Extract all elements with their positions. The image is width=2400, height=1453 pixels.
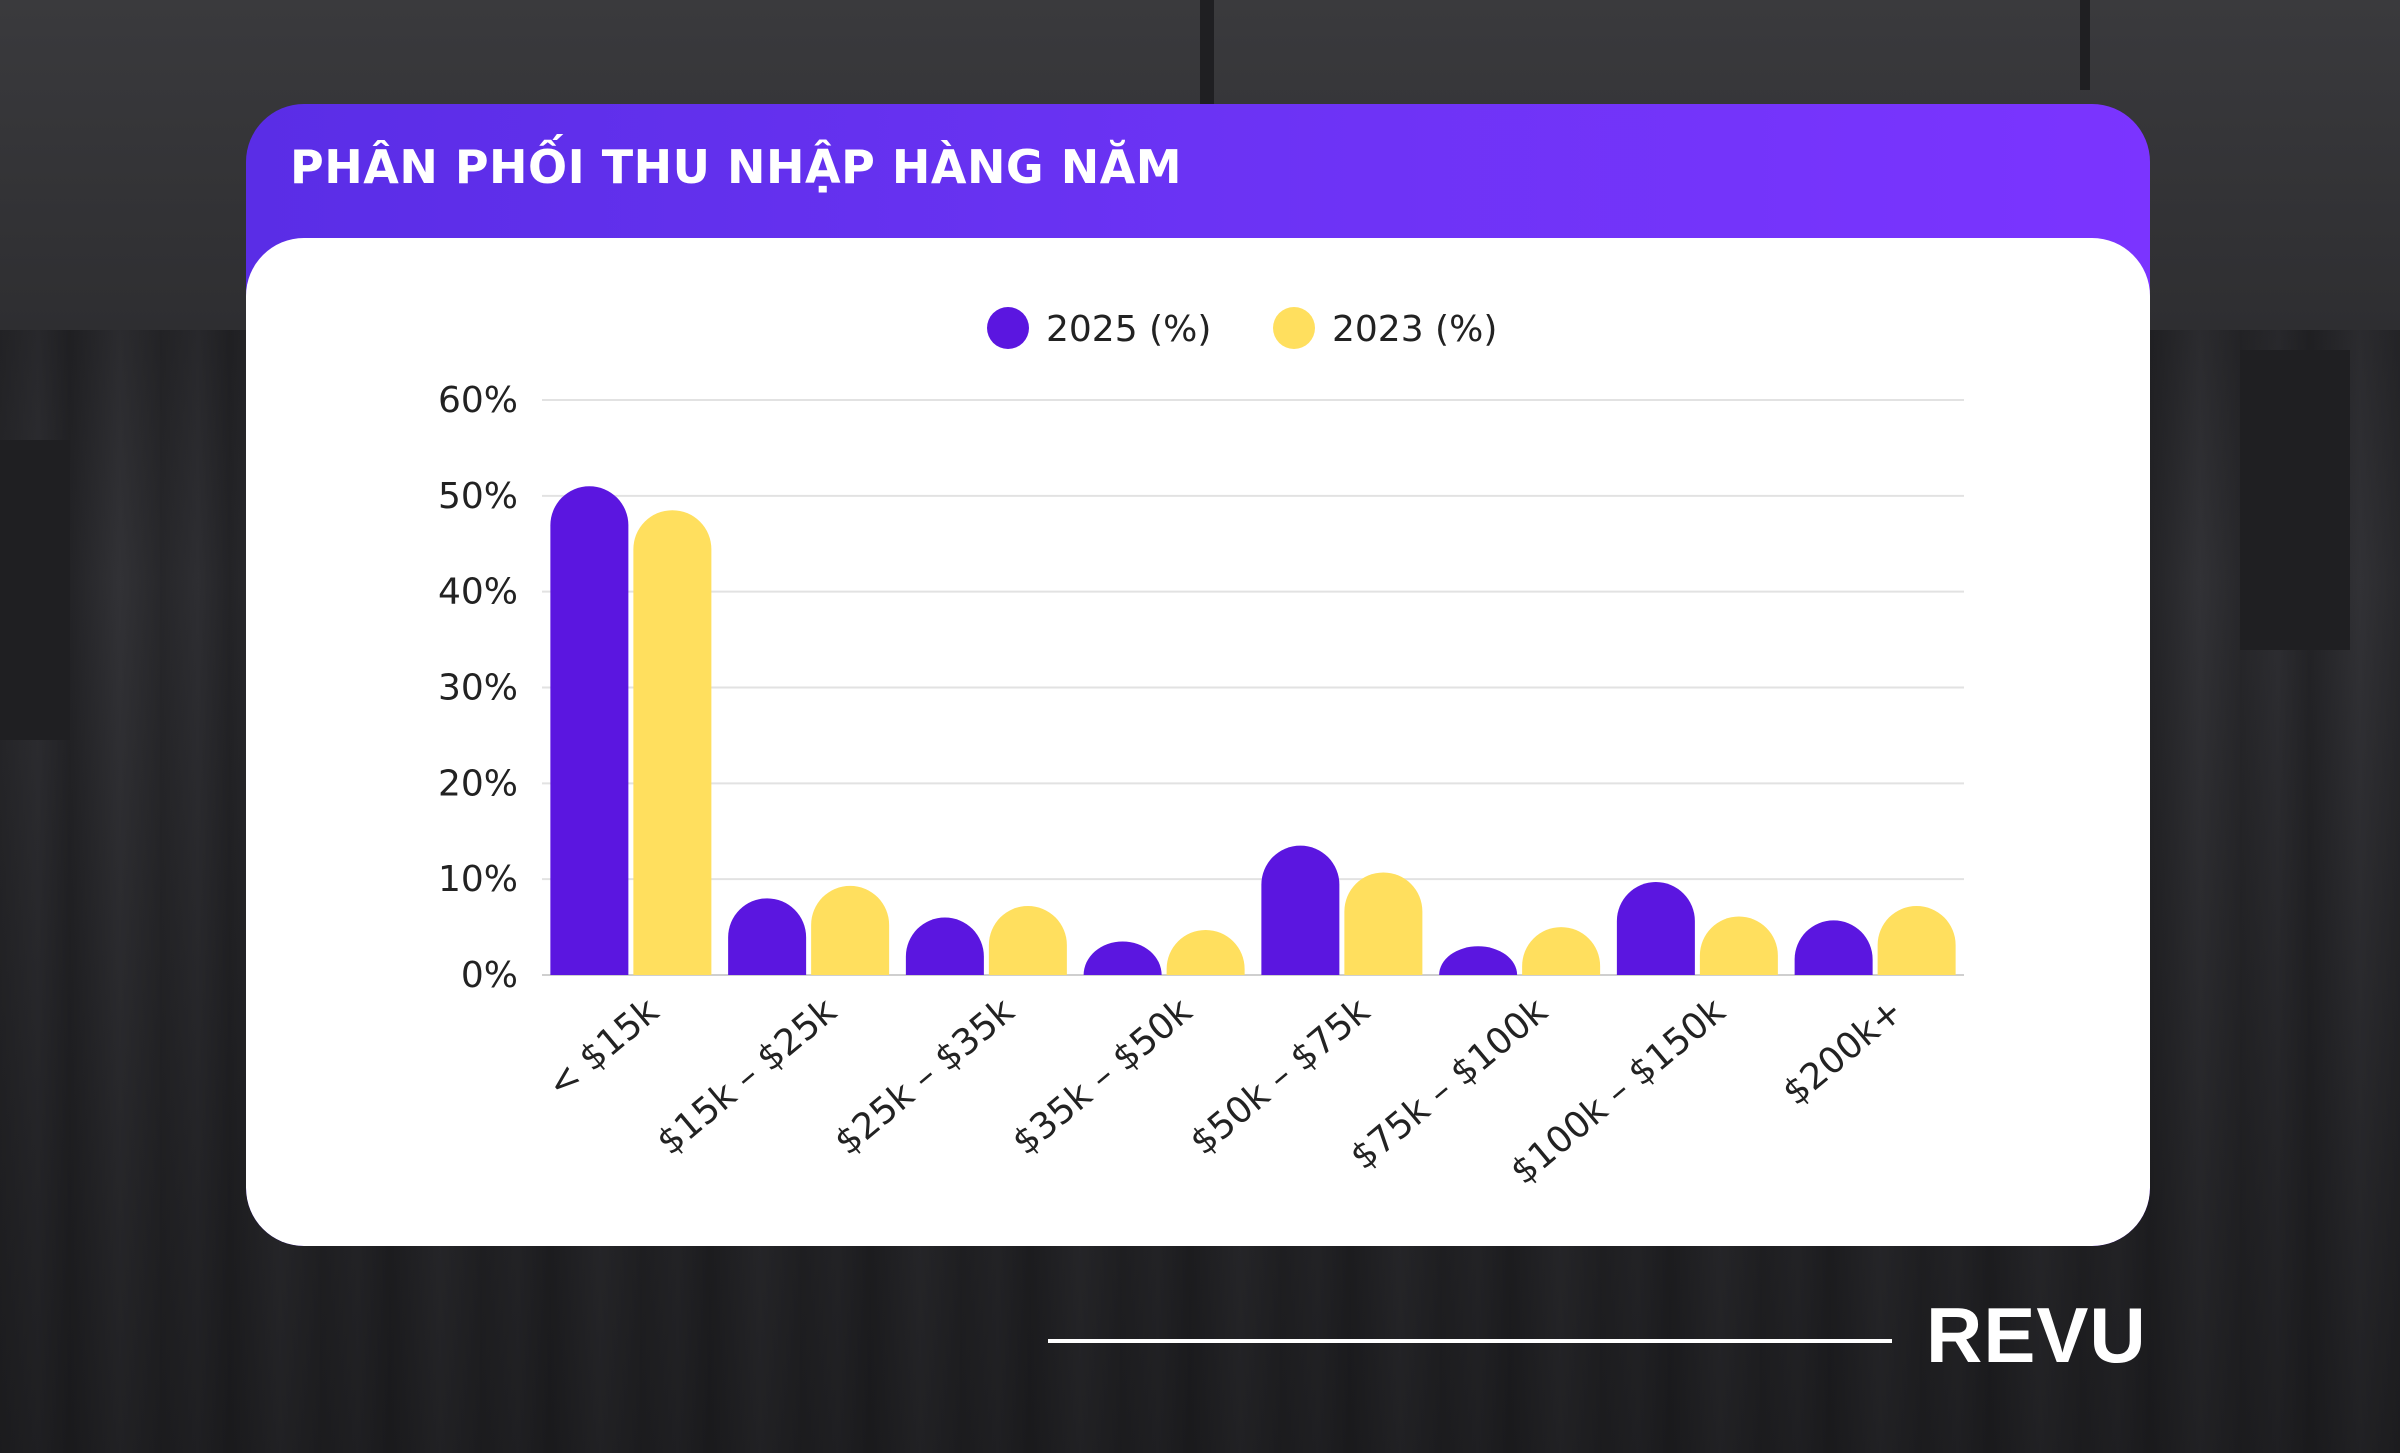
bar-2025 [905, 917, 984, 975]
y-tick-label: 30% [438, 668, 518, 709]
y-tick-label: 50% [438, 476, 518, 517]
bar-chart: 0% 10% 20% 30% 40% 50% 60% < $15k$15k – $25k$25… [438, 307, 1964, 1193]
building-silhouette [0, 440, 70, 740]
legend-label-2025: 2025 (%) [1046, 309, 1211, 350]
x-category-label: $200k+ [1775, 990, 1911, 1113]
bar-2025 [1439, 946, 1518, 975]
bar-2023 [633, 510, 712, 975]
bar-2025 [550, 486, 629, 975]
chart-title: PHÂN PHỐI THU NHẬP HÀNG NĂM [290, 140, 1183, 194]
legend-label-2023: 2023 (%) [1332, 309, 1497, 350]
bar-2025 [1616, 882, 1695, 975]
bar-2023 [1344, 872, 1423, 975]
chart-card: PHÂN PHỐI THU NHẬP HÀNG NĂM 0% 10% 20% 30% 4… [246, 104, 2150, 1246]
bar-2023 [811, 885, 890, 975]
bar-2025 [728, 898, 807, 975]
y-tick-label: 20% [438, 763, 518, 804]
brand-divider [1048, 1339, 1892, 1343]
bar-2023 [1522, 927, 1601, 975]
x-category-label: < $15k [540, 990, 667, 1106]
x-category-label: $35k – $50k [1005, 990, 1200, 1163]
antenna-tower [1200, 0, 1214, 110]
legend-swatch-2023 [1273, 307, 1315, 349]
x-category-label: $25k – $35k [827, 990, 1022, 1163]
x-category-label: $50k – $75k [1183, 990, 1378, 1163]
legend-swatch-2025 [987, 307, 1029, 349]
y-tick-label: 40% [438, 572, 518, 613]
y-tick-label: 10% [438, 859, 518, 900]
brand-logo: REVU [1926, 1291, 2147, 1379]
bar-2025 [1261, 845, 1340, 975]
building-silhouette [2240, 350, 2350, 650]
y-tick-label: 60% [438, 380, 518, 421]
bar-2023 [1699, 916, 1778, 975]
y-tick-label: 0% [461, 955, 518, 996]
bar-2023 [988, 906, 1067, 975]
antenna-tower [2080, 0, 2090, 90]
x-category-label: $15k – $25k [650, 990, 845, 1163]
chart-body: 0% 10% 20% 30% 40% 50% 60% < $15k $15k – $25k $25… [246, 238, 2150, 1246]
bar-2025 [1794, 920, 1873, 975]
bar-2023 [1166, 929, 1245, 975]
bar-2023 [1877, 906, 1956, 975]
bar-2025 [1083, 941, 1162, 975]
